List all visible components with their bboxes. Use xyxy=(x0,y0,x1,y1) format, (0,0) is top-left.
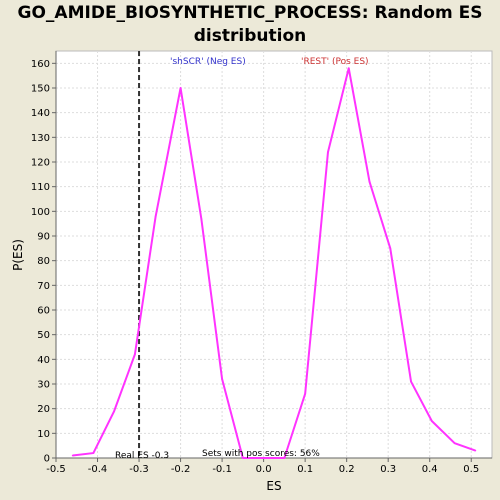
y-tick-label: 70 xyxy=(37,281,50,292)
series-point xyxy=(113,410,115,412)
grid-lines xyxy=(55,51,492,459)
y-tick-label: 40 xyxy=(37,355,50,366)
chart-title-line-2: distribution xyxy=(193,26,307,46)
series-point xyxy=(304,393,306,395)
y-tick-label: 100 xyxy=(31,207,50,218)
y-tick-label: 50 xyxy=(37,330,50,341)
series-point xyxy=(430,420,433,422)
y-axis-ticks: 0 10 20 30 40 50 60 70 80 90 100 110 120 130 140 150 160 xyxy=(31,59,56,465)
y-tick-label: 80 xyxy=(37,256,50,267)
x-tick-label: 0.4 xyxy=(422,464,438,475)
series-point xyxy=(221,378,223,380)
y-axis-title: P(ES) xyxy=(11,239,25,271)
y-tick-label: 110 xyxy=(31,182,50,193)
series-points xyxy=(71,67,477,459)
chart-title-line-1: GO_AMIDE_BIOSYNTHETIC_PROCESS: Random ES xyxy=(17,3,483,23)
plot-area xyxy=(55,50,493,459)
x-tick-label: -0.3 xyxy=(129,464,149,475)
x-tick-label: -0.2 xyxy=(171,464,191,475)
series-point xyxy=(179,87,182,89)
series-point xyxy=(368,180,371,183)
y-tick-label: 30 xyxy=(37,380,50,391)
series-point xyxy=(347,67,350,70)
x-tick-label: 0.5 xyxy=(463,464,479,475)
x-tick-label: 0.1 xyxy=(297,464,313,475)
y-tick-label: 130 xyxy=(31,133,50,144)
series-point xyxy=(410,380,412,383)
x-tick-label: -0.5 xyxy=(46,464,66,475)
series-point xyxy=(92,452,95,454)
y-tick-label: 120 xyxy=(31,158,50,169)
x-tick-label: 0.2 xyxy=(339,464,355,475)
series-point xyxy=(200,217,203,220)
y-tick-label: 10 xyxy=(37,429,50,440)
y-tick-label: 140 xyxy=(31,108,50,119)
pos-scores-label: Sets with pos scores: 56% xyxy=(202,449,320,459)
y-tick-label: 20 xyxy=(37,404,50,415)
series-point xyxy=(242,457,244,459)
series-point xyxy=(283,457,286,459)
x-tick-label: 0.3 xyxy=(380,464,396,475)
series-point xyxy=(474,449,477,452)
y-tick-label: 150 xyxy=(31,84,50,95)
series-point xyxy=(453,442,456,445)
real-es-label: Real ES -0.3 xyxy=(115,451,169,461)
x-tick-label: -0.4 xyxy=(88,464,108,475)
series-point xyxy=(134,353,136,356)
x-tick-label: 0.0 xyxy=(256,464,272,475)
x-axis-title: ES xyxy=(266,479,281,493)
y-tick-label: 160 xyxy=(31,59,50,70)
y-tick-label: 90 xyxy=(37,232,50,243)
neg-es-label: 'shSCR' (Neg ES) xyxy=(170,57,246,67)
series-point xyxy=(327,151,329,153)
series-point xyxy=(71,454,74,457)
y-tick-label: 0 xyxy=(44,454,50,465)
x-tick-label: -0.1 xyxy=(212,464,232,475)
y-tick-label: 60 xyxy=(37,306,50,317)
series-point xyxy=(262,457,265,459)
random-es-distribution-line xyxy=(72,67,476,459)
series-point xyxy=(389,247,392,250)
series-point xyxy=(154,215,157,218)
chart-title: GO_AMIDE_BIOSYNTHETIC_PROCESS: Random ES… xyxy=(0,2,500,48)
x-axis-ticks: -0.5 -0.4 -0.3 -0.2 -0.1 0.0 0.1 0.2 0.3 0.4 0.5 xyxy=(46,458,479,475)
pos-es-label: 'REST' (Pos ES) xyxy=(301,57,369,67)
